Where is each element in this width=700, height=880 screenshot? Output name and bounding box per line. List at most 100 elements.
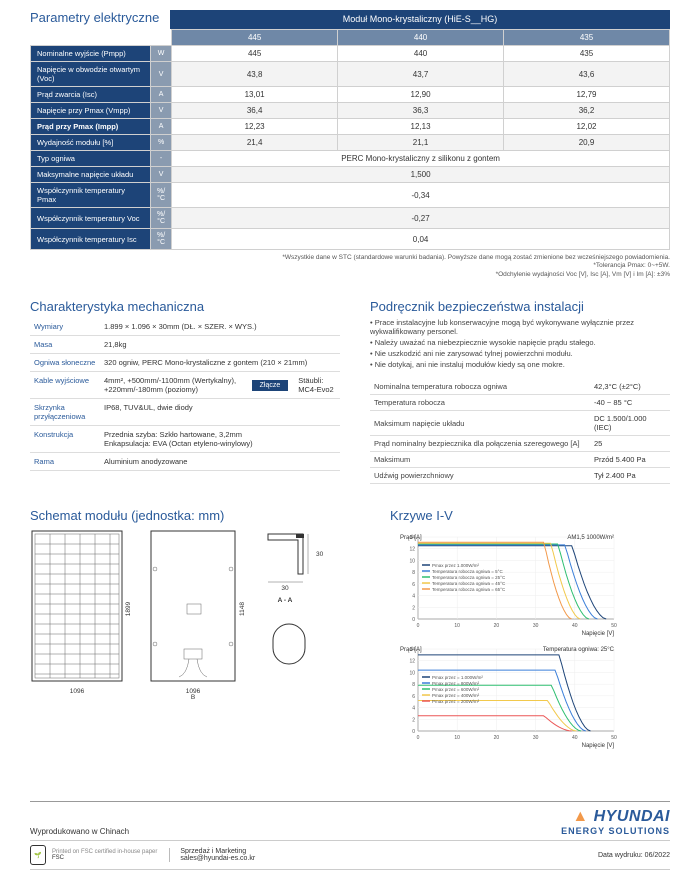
svg-text:0: 0 xyxy=(412,729,415,735)
row-value: 43,7 xyxy=(338,62,504,87)
table-row: Napięcie w obwodzie otwartym (Voc)V43,84… xyxy=(31,62,670,87)
table-row: Napięcie przy Pmax (Vmpp)V36,436,336,2 xyxy=(31,103,670,119)
mech-row-label: Masa xyxy=(30,336,100,354)
row-label: Współczynnik temperatury Voc xyxy=(31,208,151,229)
table-row: RamaAluminium anodyzowane xyxy=(30,453,340,471)
mech-row-label: Konstrukcja xyxy=(30,426,100,453)
svg-text:Prąd [A]: Prąd [A] xyxy=(400,535,422,541)
footnote: *Wszystkie dane w STC (standardowe warun… xyxy=(30,254,670,262)
row-label: Maksymalne napięcie układu xyxy=(31,167,151,183)
svg-text:12: 12 xyxy=(409,547,415,553)
mech-row-value: Przednia szyba: Szkło hartowane, 3,2mmEn… xyxy=(100,426,340,453)
cond-value: 42,3°C (±2°C) xyxy=(590,379,670,395)
svg-text:Prąd [A]: Prąd [A] xyxy=(400,647,422,653)
diagram-section: Schemat modułu (jednostka: mm) xyxy=(30,508,370,751)
mech-row-value: IP68, TUV&UL, dwie diody xyxy=(100,399,340,426)
cond-label: Maksimum xyxy=(370,452,590,468)
table-row: Współczynnik temperatury Voc%/°C-0,27 xyxy=(31,208,670,229)
row-value: 440 xyxy=(338,46,504,62)
contact-title: Sprzedaż i Marketing xyxy=(180,848,255,855)
connector-value: Stäubli: MC4-Evo2 xyxy=(298,376,336,394)
brand-block: ▲ HYUNDAI ENERGY SOLUTIONS xyxy=(561,808,670,836)
table-row: Temperatura robocza-40 ~ 85 °C xyxy=(370,395,670,411)
cond-value: -40 ~ 85 °C xyxy=(590,395,670,411)
row-label: Typ ogniwa xyxy=(31,151,151,167)
safety-title: Podręcznik bezpieczeństwa instalacji xyxy=(370,299,670,314)
svg-text:Temperatura robocza ogniwa = 4: Temperatura robocza ogniwa = 45°C xyxy=(432,581,506,586)
svg-text:4: 4 xyxy=(412,594,415,600)
table-row: Udźwig powierzchniowyTył 2.400 Pa xyxy=(370,468,670,484)
elec-col-0: 445 xyxy=(172,30,338,46)
table-row: Nominalna temperatura robocza ogniwa42,3… xyxy=(370,379,670,395)
row-label: Prąd zwarcia (Isc) xyxy=(31,87,151,103)
svg-text:50: 50 xyxy=(611,623,617,629)
svg-text:40: 40 xyxy=(572,735,578,741)
row-value: 12,13 xyxy=(338,119,504,135)
svg-text:50: 50 xyxy=(611,735,617,741)
mech-row-value: 21,8kg xyxy=(100,336,340,354)
svg-text:Pmax przez = 400W/m²: Pmax przez = 400W/m² xyxy=(432,693,480,698)
table-row: Współczynnik temperatury Isc%/°C0,04 xyxy=(31,229,670,250)
row-value: 12,79 xyxy=(504,87,670,103)
table-row: MaksimumPrzód 5.400 Pa xyxy=(370,452,670,468)
svg-text:Pmax przez = 200W/m²: Pmax przez = 200W/m² xyxy=(432,699,480,704)
row-value: 20,9 xyxy=(504,135,670,151)
table-row: Skrzynka przyłączeniowaIP68, TUV&UL, dwi… xyxy=(30,399,340,426)
list-item: Prace instalacyjne lub konserwacyjne mog… xyxy=(370,318,670,336)
row-value: 43,8 xyxy=(172,62,338,87)
cond-label: Nominalna temperatura robocza ogniwa xyxy=(370,379,590,395)
mech-title: Charakterystyka mechaniczna xyxy=(30,299,340,314)
mech-row-label: Wymiary xyxy=(30,318,100,336)
svg-text:Napięcie [V]: Napięcie [V] xyxy=(582,743,615,749)
cond-value: 25 xyxy=(590,436,670,452)
svg-text:10: 10 xyxy=(454,735,460,741)
elec-col-2: 435 xyxy=(504,30,670,46)
table-row: Wydajność modułu [%]%21,421,120,9 xyxy=(31,135,670,151)
table-row: Prąd zwarcia (Isc)A13,0112,9012,79 xyxy=(31,87,670,103)
safety-section: Podręcznik bezpieczeństwa instalacji Pra… xyxy=(370,299,670,484)
row-unit: % xyxy=(151,135,172,151)
svg-text:0: 0 xyxy=(417,735,420,741)
svg-text:40: 40 xyxy=(572,623,578,629)
row-unit: V xyxy=(151,167,172,183)
cond-value: Tył 2.400 Pa xyxy=(590,468,670,484)
row-unit: A xyxy=(151,87,172,103)
row-label: Współczynnik temperatury Isc xyxy=(31,229,151,250)
iv-chart-1: 0246810121401020304050Prąd [A]AM1,5 1000… xyxy=(390,527,670,639)
row-unit: %/°C xyxy=(151,229,172,250)
svg-text:Pmax przez = 1.000W/m²: Pmax przez = 1.000W/m² xyxy=(432,675,483,680)
print-date: Data wydruku: 06/2022 xyxy=(598,852,670,859)
footnote: *Tolerancja Pmax: 0~+5W. xyxy=(30,262,670,270)
elec-main-header: Moduł Mono-krystaliczny (HiE-S__HG) xyxy=(170,10,670,29)
table-row: Masa21,8kg xyxy=(30,336,340,354)
svg-text:6: 6 xyxy=(412,582,415,588)
row-value: 36,2 xyxy=(504,103,670,119)
module-front-view: 1096 1899 xyxy=(30,529,135,701)
page-footer: Wyprodukowano w Chinach ▲ HYUNDAI ENERGY… xyxy=(30,801,670,870)
svg-text:A - A: A - A xyxy=(278,597,293,604)
table-row: Nominalne wyjście (Pmpp)W445440435 xyxy=(31,46,670,62)
row-value: 36,3 xyxy=(338,103,504,119)
svg-text:8: 8 xyxy=(412,570,415,576)
row-label: Wydajność modułu [%] xyxy=(31,135,151,151)
table-row: Ogniwa słoneczne320 ogniw, PERC Mono-kry… xyxy=(30,354,340,372)
row-unit: V xyxy=(151,103,172,119)
cond-value: Przód 5.400 Pa xyxy=(590,452,670,468)
diagram-title: Schemat modułu (jednostka: mm) xyxy=(30,508,370,523)
row-value: 0,04 xyxy=(172,229,670,250)
row-value: 36,4 xyxy=(172,103,338,119)
table-row: Maksymalne napięcie układuV1,500 xyxy=(31,167,670,183)
svg-text:0: 0 xyxy=(412,617,415,623)
svg-text:Pmax przez = 600W/m²: Pmax przez = 600W/m² xyxy=(432,687,480,692)
dim-height: 1899 xyxy=(125,602,132,617)
row-label: Napięcie w obwodzie otwartym (Voc) xyxy=(31,62,151,87)
row-label: Nominalne wyjście (Pmpp) xyxy=(31,46,151,62)
contact-email: sales@hyundai-es.co.kr xyxy=(180,855,255,862)
cross-section-views: 30 30 A - A xyxy=(263,529,323,701)
row-unit: %/°C xyxy=(151,183,172,208)
module-back-view: 1096 1148 B xyxy=(149,529,249,701)
svg-text:20: 20 xyxy=(494,735,500,741)
row-unit: - xyxy=(151,151,172,167)
table-row: Prąd nominalny bezpiecznika dla połączen… xyxy=(370,436,670,452)
svg-text:8: 8 xyxy=(412,682,415,688)
